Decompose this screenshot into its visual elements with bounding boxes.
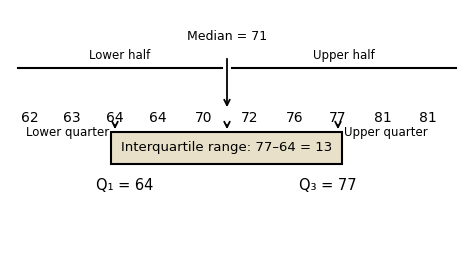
Text: Lower half: Lower half [90,49,151,62]
Text: Q₃ = 77: Q₃ = 77 [299,178,357,193]
Text: 70: 70 [195,111,213,125]
Text: 62: 62 [21,111,39,125]
Text: Interquartile range: 77–64 = 13: Interquartile range: 77–64 = 13 [121,142,332,155]
Text: 81: 81 [374,111,392,125]
Text: Median = 71: Median = 71 [187,30,267,43]
Text: Upper quarter: Upper quarter [344,126,428,139]
Text: Q₁ = 64: Q₁ = 64 [96,178,154,193]
Text: Lower quarter: Lower quarter [26,126,109,139]
Text: 77: 77 [329,111,347,125]
Text: 64: 64 [149,111,167,125]
Text: 81: 81 [419,111,437,125]
Text: 72: 72 [241,111,259,125]
Text: 63: 63 [63,111,81,125]
Text: 64: 64 [106,111,124,125]
Text: 76: 76 [286,111,304,125]
Bar [111,132,342,164]
Text: Upper half: Upper half [313,49,375,62]
